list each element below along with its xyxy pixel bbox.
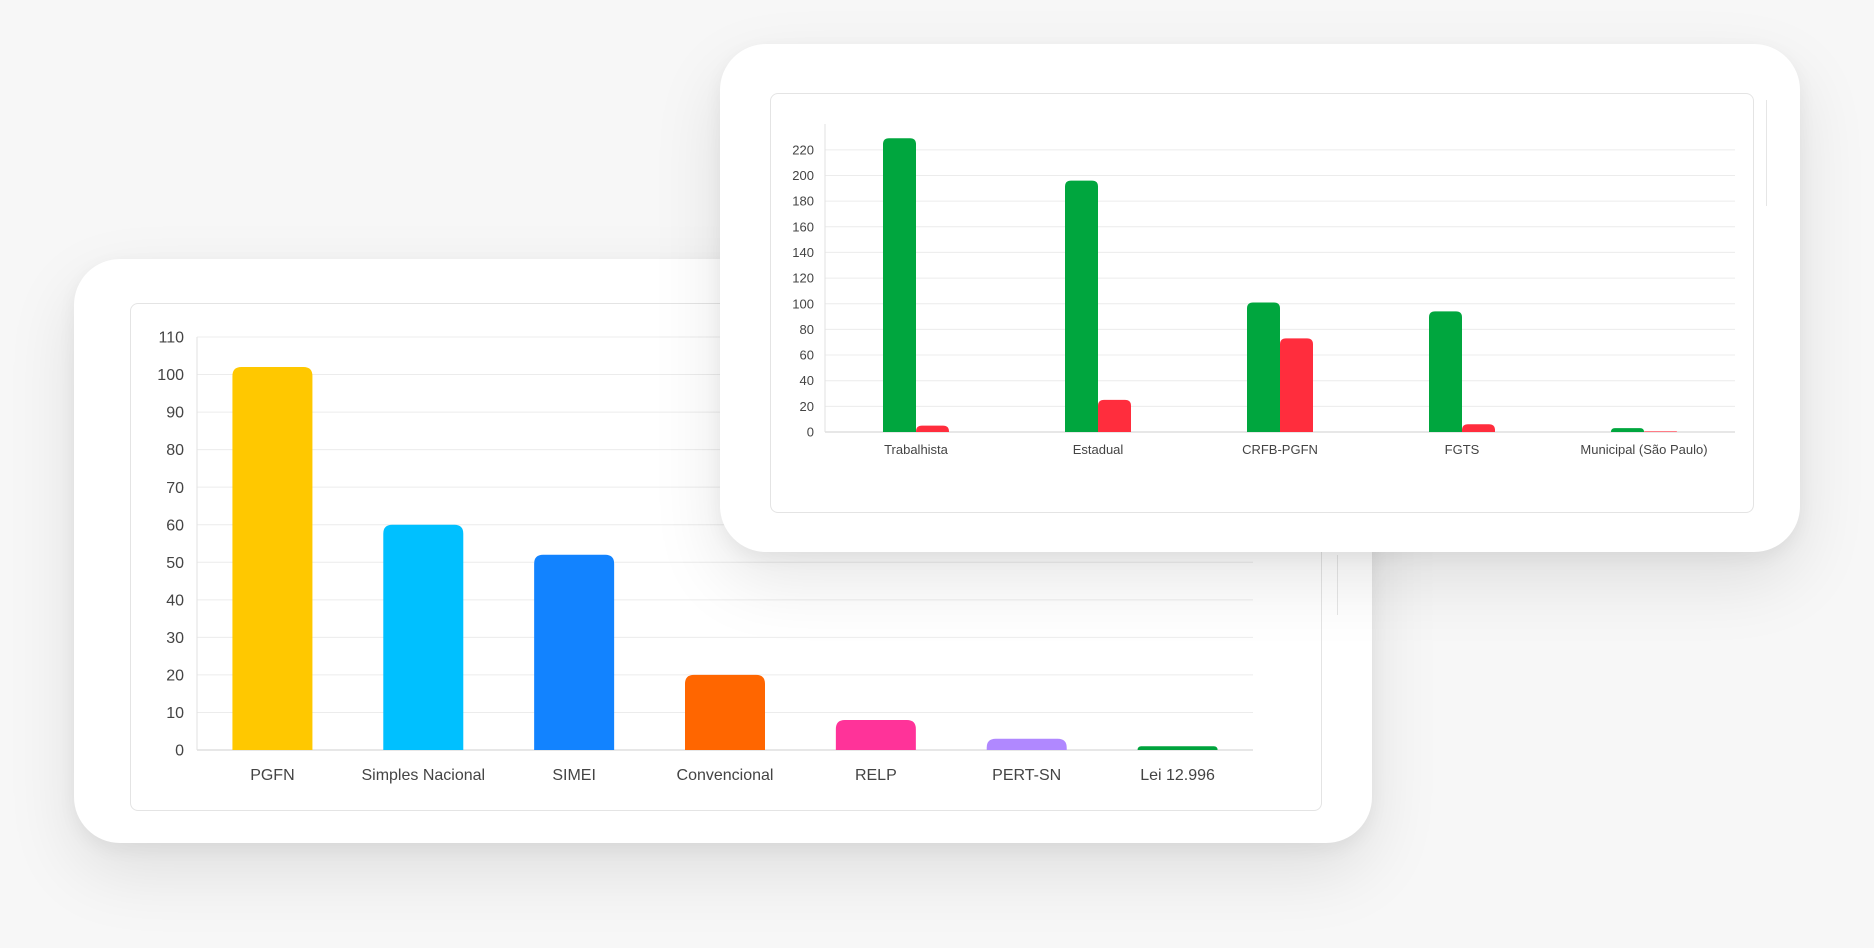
left-y-tick-label: 60	[166, 517, 184, 534]
right-y-tick-label: 140	[792, 245, 814, 260]
right-bar	[1462, 424, 1495, 432]
right-bar	[883, 138, 916, 433]
right-bar	[916, 425, 949, 432]
left-y-tick-label: 50	[166, 555, 184, 572]
left-category-label: RELP	[855, 767, 897, 784]
right-bar	[1644, 431, 1677, 432]
left-bar	[685, 674, 765, 750]
right-bar	[1611, 428, 1644, 432]
left-category-label: Convencional	[677, 767, 774, 784]
panel-edge-stub	[1337, 555, 1338, 615]
right-y-tick-label: 160	[792, 219, 814, 234]
card-right: 0 20 40 60 80 100 120 140 160 180 200 220 Trabalhist…	[720, 44, 1800, 552]
left-category-label: PGFN	[250, 767, 294, 784]
right-category-label: CRFB-PGFN	[1242, 442, 1318, 457]
left-y-tick-label: 70	[166, 480, 184, 497]
left-bar	[232, 367, 313, 750]
right-y-tick-label: 100	[792, 296, 814, 311]
left-y-tick-label: 30	[166, 630, 184, 647]
right-bar	[1429, 311, 1462, 432]
left-category-label: SIMEI	[552, 767, 596, 784]
left-y-tick-label: 90	[166, 405, 184, 422]
right-y-tick-label: 120	[792, 271, 814, 286]
left-bar	[1137, 746, 1218, 750]
right-category-label: Municipal (São Paulo)	[1580, 442, 1707, 457]
right-bar	[1098, 399, 1131, 432]
left-y-tick-label: 0	[175, 743, 184, 760]
left-bar	[383, 524, 464, 750]
right-y-tick-label: 60	[800, 348, 814, 363]
left-bar	[835, 719, 916, 750]
right-category-label: FGTS	[1445, 442, 1480, 457]
left-category-label: Lei 12.996	[1140, 767, 1215, 784]
chart-panel-right: 0 20 40 60 80 100 120 140 160 180 200 220 Trabalhist…	[770, 93, 1754, 513]
left-y-tick-label: 40	[166, 592, 184, 609]
left-y-tick-label: 80	[166, 442, 184, 459]
grouped-bar-chart-right: 0 20 40 60 80 100 120 140 160 180 200 220 Trabalhist…	[792, 124, 1735, 457]
left-bar	[534, 554, 615, 750]
left-y-tick-label: 10	[166, 705, 184, 722]
panel-edge-stub	[1766, 100, 1767, 206]
right-y-tick-label: 180	[792, 194, 814, 209]
right-bar	[1065, 180, 1098, 432]
right-y-tick-label: 80	[800, 322, 814, 337]
left-category-label: PERT-SN	[992, 767, 1061, 784]
right-y-tick-label: 20	[800, 399, 814, 414]
left-category-label: Simples Nacional	[361, 767, 485, 784]
right-bar	[1280, 338, 1313, 432]
right-bar	[1247, 302, 1280, 432]
left-y-tick-label: 110	[158, 330, 184, 347]
right-category-label: Estadual	[1073, 442, 1124, 457]
left-y-tick-label: 20	[166, 668, 184, 685]
left-y-tick-label: 100	[157, 367, 184, 384]
right-y-tick-label: 40	[800, 373, 814, 388]
right-y-tick-label: 200	[792, 168, 814, 183]
right-category-label: Trabalhista	[884, 442, 949, 457]
left-bar	[986, 738, 1067, 750]
right-y-tick-label: 0	[807, 425, 814, 440]
right-y-tick-label: 220	[792, 142, 814, 157]
